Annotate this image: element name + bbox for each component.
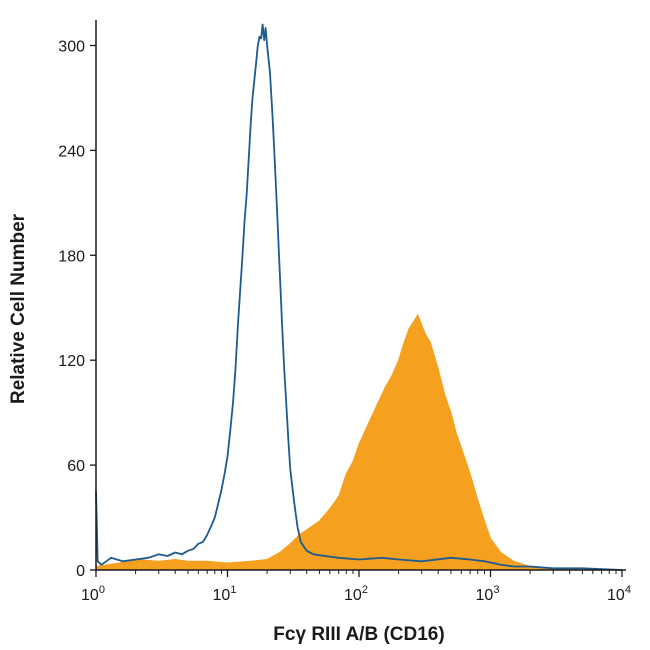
filled-histogram-series bbox=[95, 313, 583, 571]
x-tick-label: 101 bbox=[213, 584, 237, 604]
x-tick-label: 100 bbox=[81, 584, 105, 604]
x-axis-ticks: 100 101 102 103 104 bbox=[81, 570, 631, 604]
y-axis-ticks: 0 60 120 180 240 300 bbox=[58, 38, 96, 580]
y-tick-label: 300 bbox=[58, 38, 85, 55]
y-tick-label: 60 bbox=[67, 458, 85, 475]
filled-histogram-layer bbox=[95, 313, 583, 571]
x-tick-label: 103 bbox=[476, 584, 500, 604]
outline-histogram-series bbox=[95, 23, 623, 571]
y-tick-label: 240 bbox=[58, 143, 85, 160]
x-tick-label: 102 bbox=[344, 584, 368, 604]
axes bbox=[95, 20, 626, 571]
y-axis-title: Relative Cell Number bbox=[8, 213, 29, 404]
y-tick-label: 0 bbox=[76, 563, 85, 580]
outline-histogram-layer bbox=[95, 23, 623, 571]
x-axis-title: Fcγ RIII A/B (CD16) bbox=[273, 624, 444, 645]
x-tick-label: 104 bbox=[607, 584, 631, 604]
y-tick-label: 120 bbox=[58, 353, 85, 370]
y-tick-label: 180 bbox=[58, 248, 85, 265]
